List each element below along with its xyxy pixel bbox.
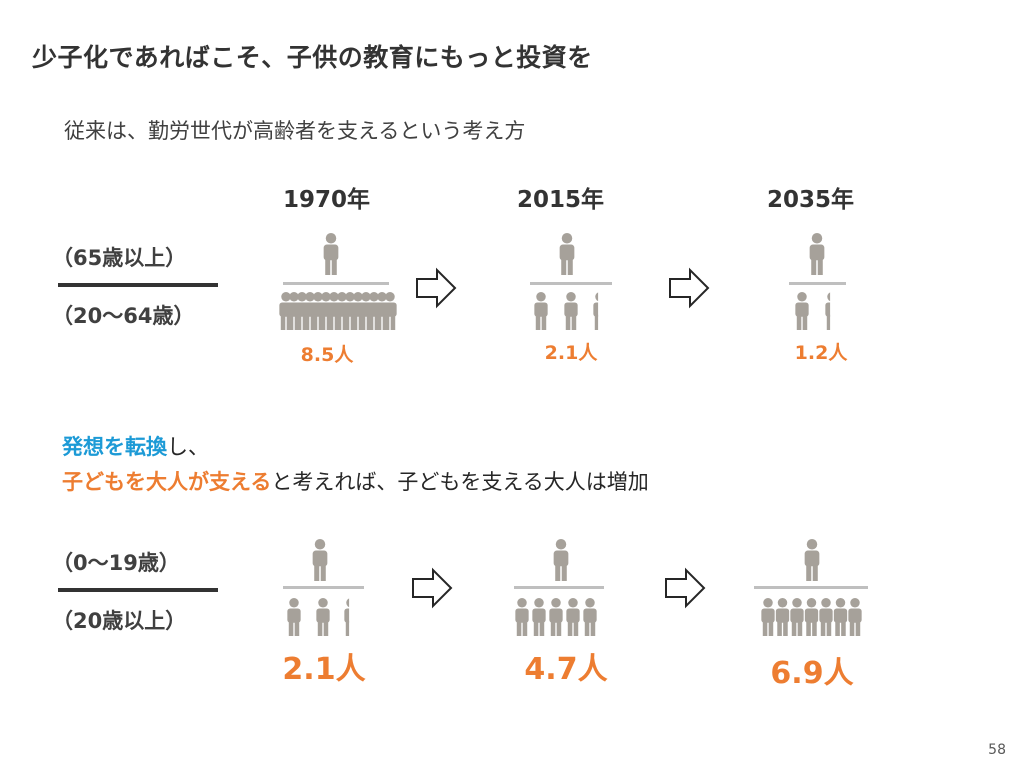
child-person-icon — [804, 539, 820, 581]
figure-group-section1 — [279, 233, 868, 636]
adult-person-icon — [583, 598, 597, 636]
ratio-value-2015-b: 4.7人 — [524, 652, 608, 687]
children-label: （0～19歳） — [52, 551, 180, 575]
message-text: と考えれば、子どもを支える大人は増加 — [271, 470, 649, 494]
right-arrow-icon — [416, 267, 457, 309]
adult-person-icon — [316, 598, 330, 636]
adult-person-icon — [344, 598, 350, 636]
message-line-1: 発想を転換し、 — [62, 431, 209, 461]
adult-person-icon — [549, 598, 563, 636]
adult-person-icon — [532, 598, 546, 636]
page-number: 58 — [988, 742, 1006, 758]
adult-person-icon — [819, 598, 833, 636]
adult-person-icon — [761, 598, 775, 636]
support-divider-line — [283, 586, 364, 589]
message-highlight-orange: 子どもを大人が支える — [62, 470, 272, 494]
ratio-value-1970-b: 2.1人 — [282, 652, 366, 687]
slide-subtitle: 従来は、勤労世代が高齢者を支えるという考え方 — [64, 119, 526, 143]
support-divider-line — [283, 282, 389, 285]
ratio-divider — [58, 588, 218, 592]
adult-person-icon — [848, 598, 862, 636]
adult-person-icon — [790, 598, 804, 636]
right-arrow-icon — [412, 567, 453, 609]
year-2015: 2015年 — [517, 187, 605, 213]
ratio-divider — [58, 283, 218, 287]
right-arrow-icon — [665, 567, 706, 609]
adult-person-icon — [804, 598, 819, 636]
child-person-icon — [553, 539, 569, 581]
support-divider-line — [789, 282, 846, 285]
ratio-value-2035-b: 6.9人 — [770, 656, 854, 691]
message-text: し、 — [167, 435, 209, 459]
slide-title: 少子化であればこそ、子供の教育にもっと投資を — [32, 43, 593, 72]
elder-person-icon — [559, 233, 575, 275]
ratio-value-2035: 1.2人 — [794, 342, 848, 364]
support-divider-line — [514, 586, 604, 589]
year-2035: 2035年 — [767, 187, 855, 213]
message-highlight-blue: 発想を転換 — [62, 435, 167, 459]
child-person-icon — [312, 539, 328, 581]
adults-label: （20歳以上） — [52, 609, 187, 633]
ratio-value-1970: 8.5人 — [300, 344, 354, 366]
support-divider-line — [754, 586, 868, 589]
ratio-value-2015: 2.1人 — [544, 342, 598, 364]
message-line-2: 子どもを大人が支えると考えれば、子どもを支える大人は増加 — [62, 466, 649, 496]
support-divider-line — [530, 282, 612, 285]
adult-person-icon — [287, 598, 301, 636]
adult-person-icon — [775, 598, 790, 636]
right-arrow-icon — [669, 267, 710, 309]
elder-person-icon — [809, 233, 825, 275]
elder-person-icon — [323, 233, 339, 275]
adult-person-icon — [515, 598, 529, 636]
year-1970: 1970年 — [283, 187, 371, 213]
worker-person-icon — [383, 292, 397, 330]
working-age-label: （20～64歳） — [52, 304, 195, 328]
elderly-label: （65歳以上） — [52, 246, 187, 270]
worker-person-icon — [593, 292, 599, 330]
adult-person-icon — [566, 598, 580, 636]
worker-person-icon — [564, 292, 578, 330]
worker-person-icon — [795, 292, 809, 330]
worker-person-icon — [825, 292, 831, 330]
worker-person-icon — [534, 292, 548, 330]
adult-person-icon — [833, 598, 848, 636]
